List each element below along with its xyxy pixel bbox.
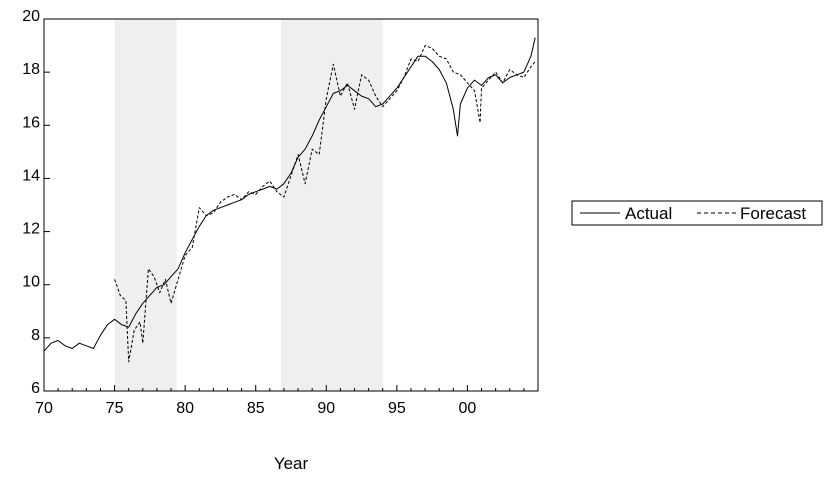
x-tick-label: 00: [459, 400, 477, 417]
y-tick-label: 8: [31, 327, 40, 344]
x-tick-label: 80: [176, 400, 194, 417]
shaded-periods: [114, 19, 383, 391]
series-lines: [43, 37, 536, 363]
y-tick-label: 6: [31, 380, 40, 397]
x-axis-title: Year: [274, 454, 309, 473]
x-tick-label: 95: [388, 400, 406, 417]
shaded-period-2: [281, 19, 383, 391]
legend-label-actual: Actual: [625, 204, 672, 223]
plot-frame: [43, 18, 539, 392]
x-axis: 70 75 80 85 90 95 00: [35, 385, 525, 417]
legend: Actual Forecast: [571, 200, 823, 226]
x-tick-label: 90: [317, 400, 335, 417]
x-tick-label: 75: [106, 400, 124, 417]
legend-label-forecast: Forecast: [740, 204, 806, 223]
y-tick-label: 18: [22, 61, 40, 78]
y-tick-label: 20: [22, 8, 40, 25]
x-tick-label: 85: [247, 400, 265, 417]
y-axis: 6 8 10 12 14 16 18 20: [22, 8, 50, 397]
shaded-period-1: [114, 19, 177, 391]
x-tick-label: 70: [35, 400, 53, 417]
series-line-forecast: [114, 45, 536, 363]
y-tick-label: 12: [22, 221, 40, 238]
y-tick-label: 16: [22, 114, 40, 131]
y-tick-label: 14: [22, 167, 40, 184]
y-tick-label: 10: [22, 274, 40, 291]
